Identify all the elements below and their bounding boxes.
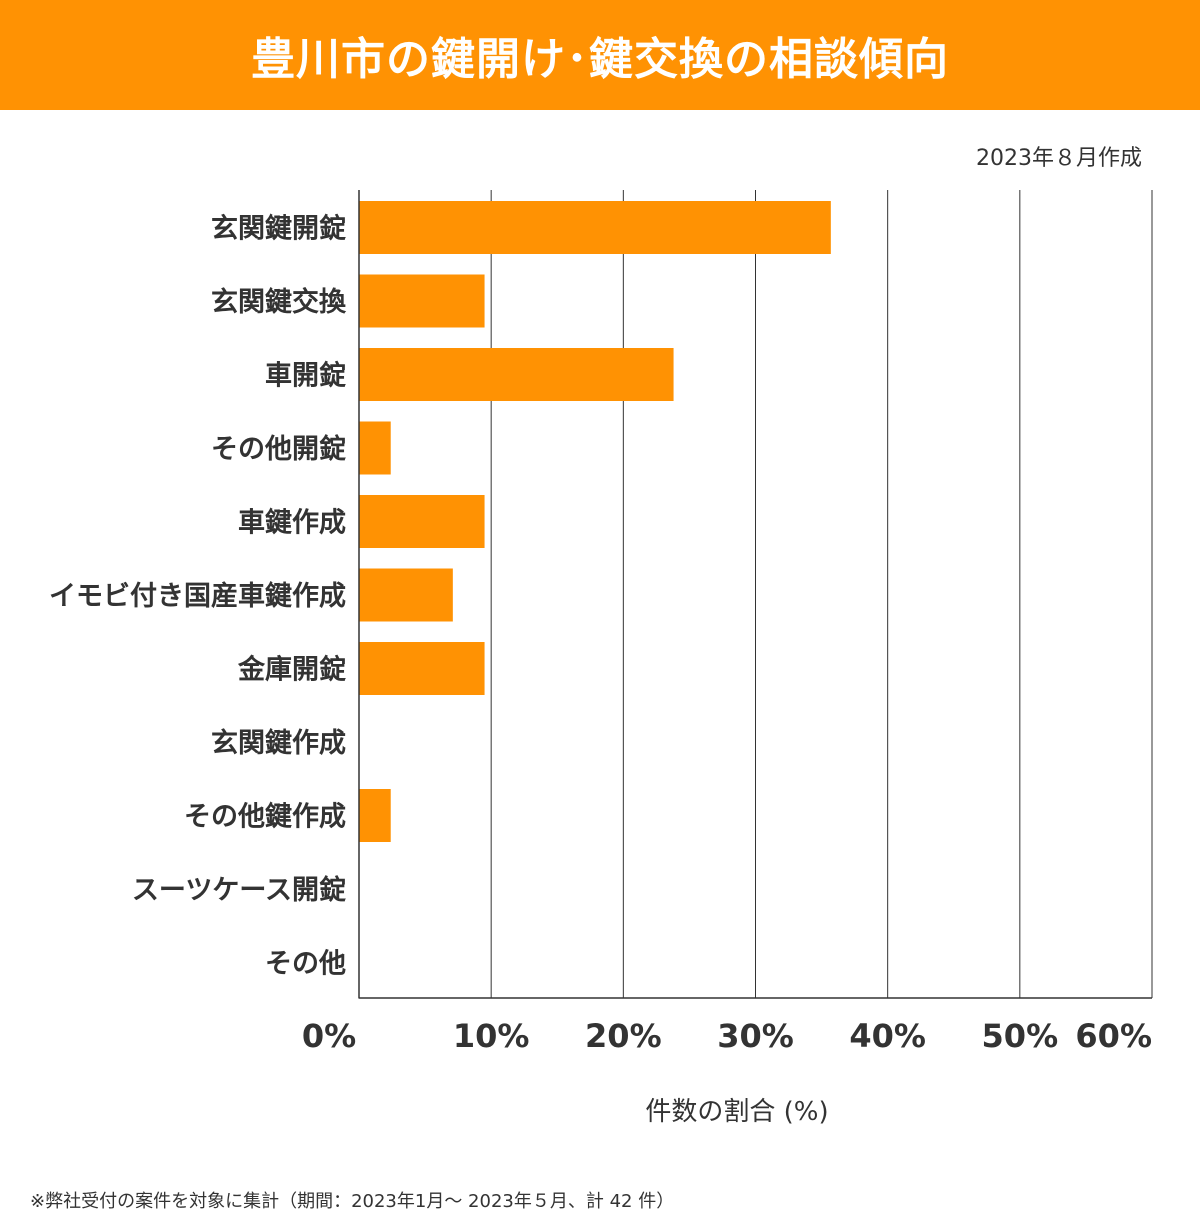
bar-1 [359,274,485,328]
category-label-6: 金庫開錠 [237,654,346,686]
x-tick-label-60: 60% [1075,1017,1152,1055]
x-tick-label-50: 50% [982,1017,1059,1055]
x-tick-label-30: 30% [717,1017,794,1055]
bar-5 [359,568,453,622]
x-axis-title: 件数の割合 (%) [645,1097,828,1127]
category-label-0: 玄関鍵開錠 [211,213,346,245]
category-label-2: 車開錠 [265,360,346,392]
chart-header: 豊川市の鍵開け･鍵交換の相談傾向 [0,0,1200,110]
category-label-8: その他鍵作成 [184,801,346,833]
x-tick-label-10: 10% [453,1017,530,1055]
bar-0 [359,201,831,254]
x-tick-label-20: 20% [585,1017,662,1055]
bar-2 [359,348,674,401]
category-label-9: スーツケース開錠 [132,874,346,906]
footnote: ※弊社受付の案件を対象に集計（期間：2023年1月～ 2023年５月、計 42 … [30,1191,675,1212]
category-label-4: 車鍵作成 [238,507,346,539]
x-tick-label-40: 40% [849,1017,926,1055]
bar-6 [359,642,485,695]
category-label-10: その他 [265,949,346,980]
bar-4 [359,495,485,548]
category-label-3: その他開錠 [211,433,346,465]
bar-8 [359,789,391,842]
chart-title: 豊川市の鍵開け･鍵交換の相談傾向 [251,34,949,85]
creation-date-note: 2023年８月作成 [976,146,1142,171]
category-label-1: 玄関鍵交換 [211,286,347,318]
x-tick-label-0: 0% [302,1017,356,1055]
category-label-5: イモビ付き国産車鍵作成 [49,580,346,612]
bar-3 [359,421,391,475]
category-label-7: 玄関鍵作成 [211,727,346,759]
